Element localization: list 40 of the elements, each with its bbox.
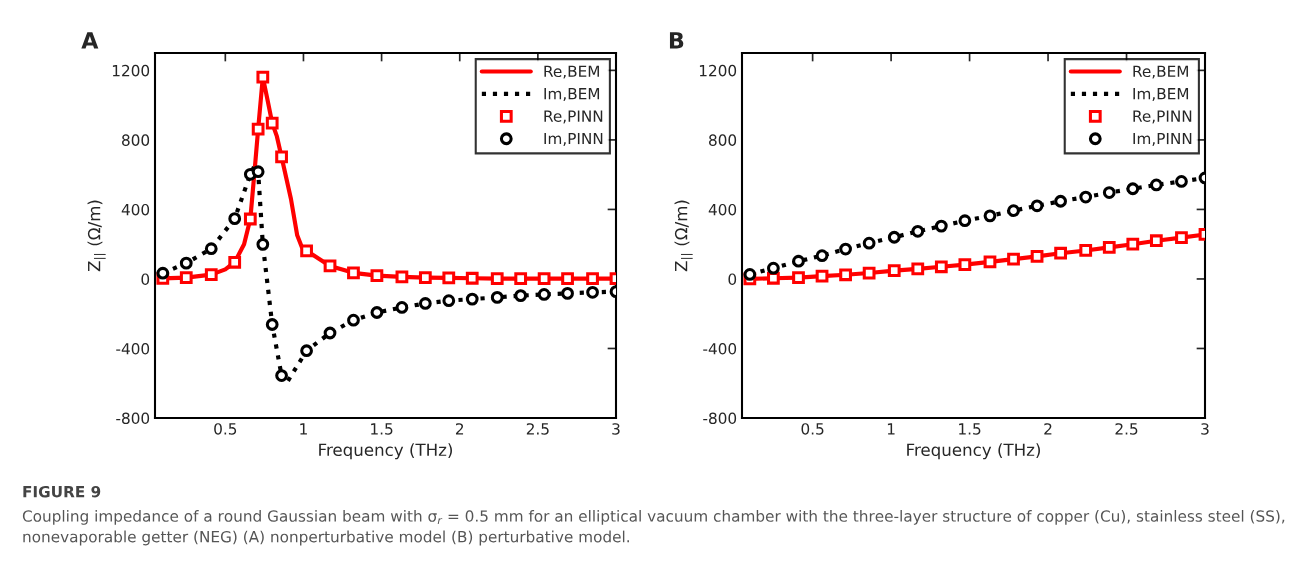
- text: Coupling impedance of a round Gaussian beam with σ$_{r}$ = 0.5 mm for an elliptical vacuum chamber with the three-layer structure of copper (Cu), stainless steel (SS), nonevaporable getter (NEG) (A) nonperturbative model (B) perturbative model.: [22, 510, 1285, 546]
- y-tick-label: 800: [122, 134, 150, 146]
- legend-label: Im,PINN: [544, 132, 603, 146]
- y-axis-title: Z$_{||}$ (Ω/m): [674, 200, 693, 272]
- y-tick-label: 1200: [112, 64, 150, 77]
- legend-label: Im,BEM: [544, 88, 600, 102]
- legend-label: Im,BEM: [1133, 88, 1189, 102]
- y-tick-label: -800: [116, 412, 150, 425]
- x-tick-label: 1: [300, 423, 307, 435]
- y-tick-label: 1200: [699, 64, 737, 77]
- y-axis-title: Z$_{||}$ (Ω/m): [87, 200, 106, 272]
- legend-label: Re,PINN: [1133, 110, 1192, 124]
- x-tick-label: 0.5: [801, 423, 824, 435]
- y-tick-label: -800: [703, 412, 737, 425]
- x-tick-label: 0.5: [214, 423, 237, 435]
- y-tick-label: -400: [703, 342, 737, 355]
- legend-label: Re,BEM: [1133, 65, 1188, 79]
- x-tick-label: 2.5: [1115, 423, 1138, 435]
- y-tick-label: 800: [709, 134, 737, 146]
- x-tick-label: 3: [1201, 423, 1209, 435]
- x-tick-label: 1.5: [959, 423, 981, 435]
- text: A: [81, 32, 99, 49]
- legend-label: Im,PINN: [1133, 132, 1192, 146]
- x-tick-label: 1: [887, 423, 895, 435]
- text: B: [669, 32, 684, 49]
- y-tick-label: 400: [121, 203, 150, 216]
- x-tick-label: 2: [455, 423, 464, 435]
- x-axis-title: Frequency (THz): [907, 443, 1040, 460]
- y-tick-label: 400: [708, 203, 737, 216]
- legend-label: Re,PINN: [544, 110, 603, 124]
- caption: FIGURE 9: [23, 485, 101, 498]
- x-tick-label: 1.5: [371, 423, 393, 435]
- x-tick-label: 3: [612, 423, 620, 435]
- x-tick-label: 2: [1044, 423, 1052, 435]
- y-tick-label: 0: [141, 273, 150, 285]
- y-tick-label: -400: [116, 342, 150, 355]
- x-axis-title: Frequency (THz): [319, 443, 452, 460]
- x-tick-label: 2.5: [526, 423, 549, 435]
- y-tick-label: 0: [728, 273, 737, 285]
- legend-label: Re,BEM: [544, 65, 599, 79]
